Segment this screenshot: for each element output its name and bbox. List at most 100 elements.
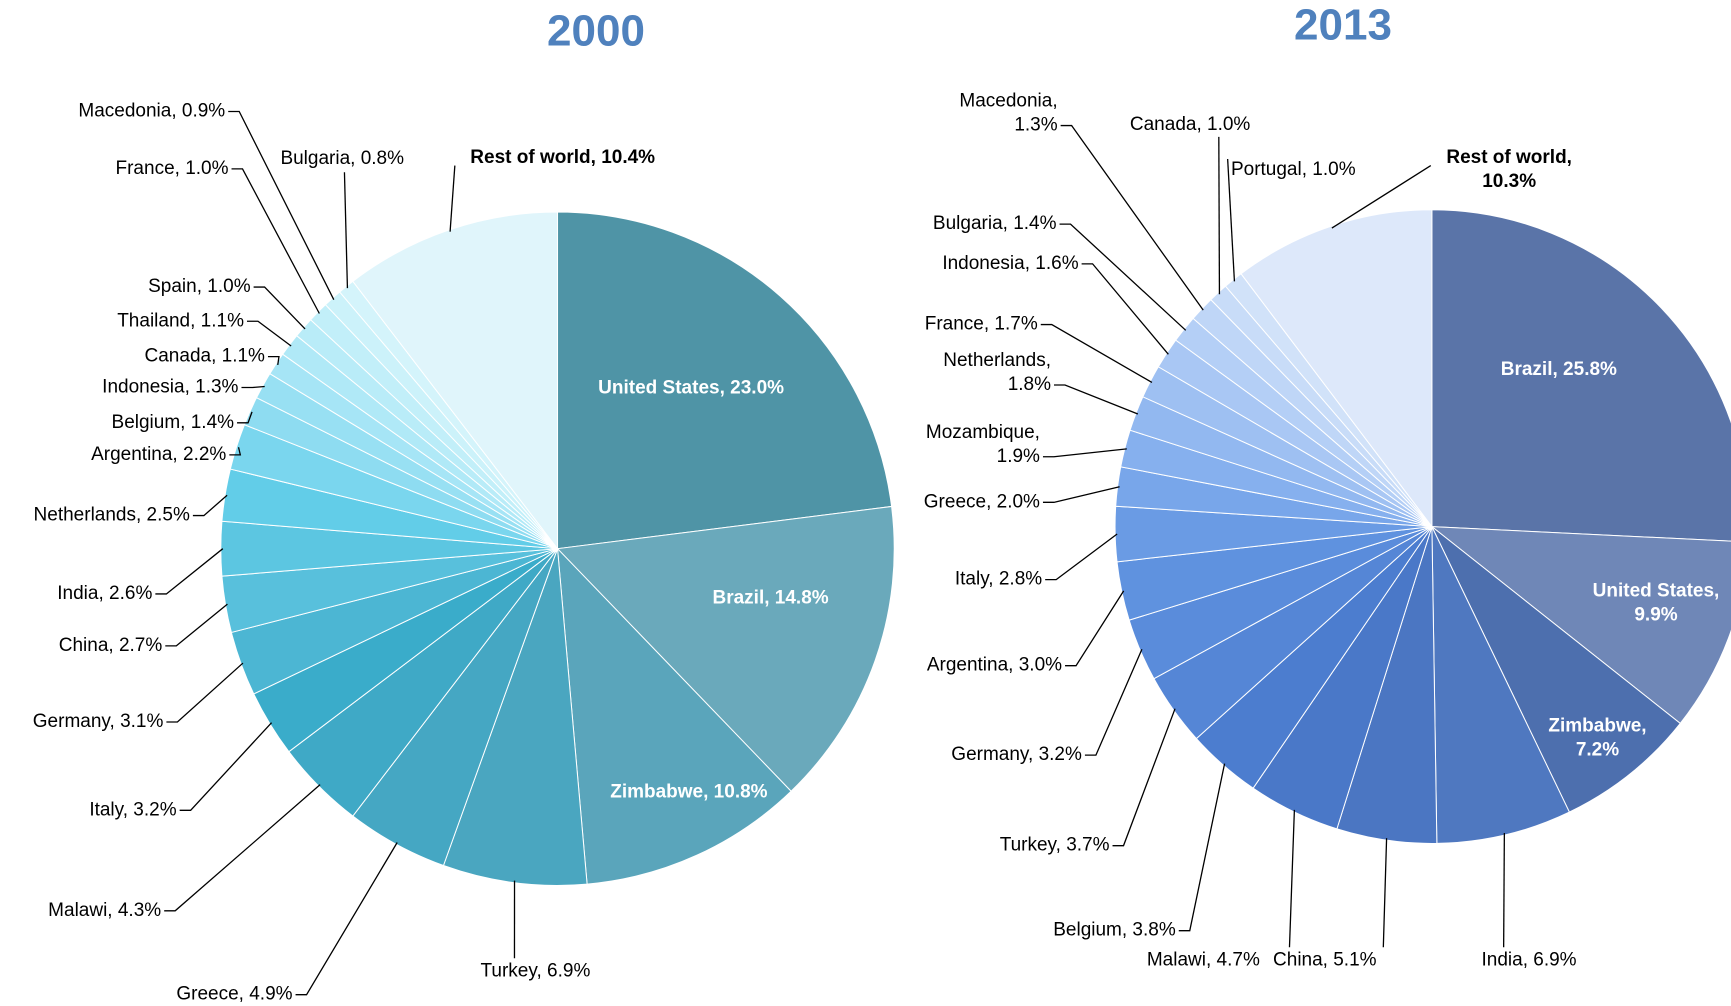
label-value: 3.7% [1061,835,1110,856]
label-value: 1.0% [1307,159,1356,180]
data-label: Zimbabwe, 10.8% [610,782,767,803]
leader-line [237,411,253,424]
label-value: 4.9% [244,984,293,1005]
leader-line [253,286,306,330]
label-category: Spain, [148,276,202,297]
leader-line [179,722,273,811]
label-value: 1.4% [185,412,234,433]
data-label: Bulgaria, 1.4% [933,213,1057,234]
label-category: United States, [598,378,725,399]
data-label: Argentina, 2.2% [91,444,226,465]
label-category: Belgium, [112,412,186,433]
data-label: Argentina, 3.0% [927,655,1062,676]
label-value: 1.0% [202,276,251,297]
data-label: Canada, 1.0% [1130,114,1251,135]
label-value: 3.1% [115,711,164,732]
label-category: Brazil, [712,587,769,608]
chart-title: 2000 [547,7,645,56]
label-value: 1.6% [1030,253,1079,274]
label-value: 3.2% [128,799,177,820]
data-label: Indonesia, 1.3% [102,377,238,398]
label-value: 2.7% [114,635,163,656]
leader-line [1081,263,1169,355]
label-category: India, [1482,949,1528,970]
leader-line [1382,838,1388,948]
label-value: 3.2% [1033,744,1082,765]
label-value: 1.7% [989,314,1038,335]
label-value: 7.2% [1576,739,1619,760]
leader-line [155,548,224,595]
label-category: Belgium, [1053,920,1127,941]
leader-line [229,447,242,456]
label-value: 1.0% [180,158,229,179]
leader-line [164,784,321,912]
label-category: Germany, [951,744,1033,765]
data-label: Portugal, 1.0% [1231,159,1356,180]
data-label: France, 1.7% [925,314,1038,335]
data-label: Greece, 4.9% [176,984,292,1005]
label-value: 10.3% [1482,171,1536,192]
label-category: Bulgaria, [280,148,355,169]
label-value: 1.3% [1014,115,1057,136]
data-label: Netherlands, 2.5% [34,505,190,526]
leader-line [1054,384,1139,415]
data-label: Rest of world, 10.3% [1446,147,1572,192]
leader-line [1045,533,1118,581]
leader-line [1178,763,1226,932]
label-category: Italy, [955,569,994,590]
label-category: Portugal, [1231,159,1307,180]
label-value: 9.9% [1634,605,1677,626]
label-category: Germany, [33,711,115,732]
data-label: Netherlands, 1.8% [943,350,1051,395]
label-value: 0.9% [177,101,226,122]
label-value: 2.6% [104,583,153,604]
data-label: Canada, 1.1% [145,346,266,367]
label-category: Mozambique, [926,422,1040,443]
pie-slice [352,211,559,551]
leader-line [267,355,280,366]
label-value: 1.8% [1008,374,1051,395]
label-category: Brazil, [1501,359,1558,380]
leader-line [231,168,320,314]
data-label: Malawi, 4.7% [1147,949,1260,970]
chart-title: 2013 [1294,1,1392,50]
pie-slice [557,211,893,550]
pie-slice [1431,209,1731,542]
label-category: Italy, [89,799,128,820]
label-value: 1.1% [195,310,244,331]
leader-line [1331,165,1432,229]
label-value: 10.8% [708,782,767,803]
leader-line [1060,124,1204,311]
leader-line [295,842,398,996]
label-category: Macedonia, [78,101,176,122]
leader-line [1218,136,1221,295]
label-category: Thailand, [117,310,195,331]
leader-line [1040,323,1153,384]
label-value: 2.5% [141,505,190,526]
leader-line [166,662,244,723]
leader-line [449,165,456,232]
data-label: Turkey, 3.7% [1000,835,1110,856]
label-value: 4.7% [1211,949,1260,970]
leader-line [1059,223,1187,331]
leader-line [165,603,228,647]
label-category: France, [116,158,180,179]
label-value: 3.0% [1013,655,1062,676]
label-category: Turkey, [481,961,542,982]
label-category: China, [1273,949,1328,970]
leader-line [343,172,349,289]
pie-slice [1240,209,1433,529]
label-category: Argentina, [927,655,1014,676]
leader-line [1042,448,1127,458]
label-value: 6.9% [542,961,591,982]
data-label: Thailand, 1.1% [117,310,244,331]
label-category: Rest of world, [470,147,596,168]
label-category: Greece, [924,491,992,512]
data-label: Turkey, 6.9% [481,961,591,982]
data-label: India, 6.9% [1482,949,1577,970]
leader-line [1226,158,1236,282]
data-label: Zimbabwe, 7.2% [1548,715,1646,760]
label-value: 2.0% [991,491,1040,512]
label-value: 14.8% [770,587,829,608]
data-label: China, 5.1% [1273,949,1377,970]
